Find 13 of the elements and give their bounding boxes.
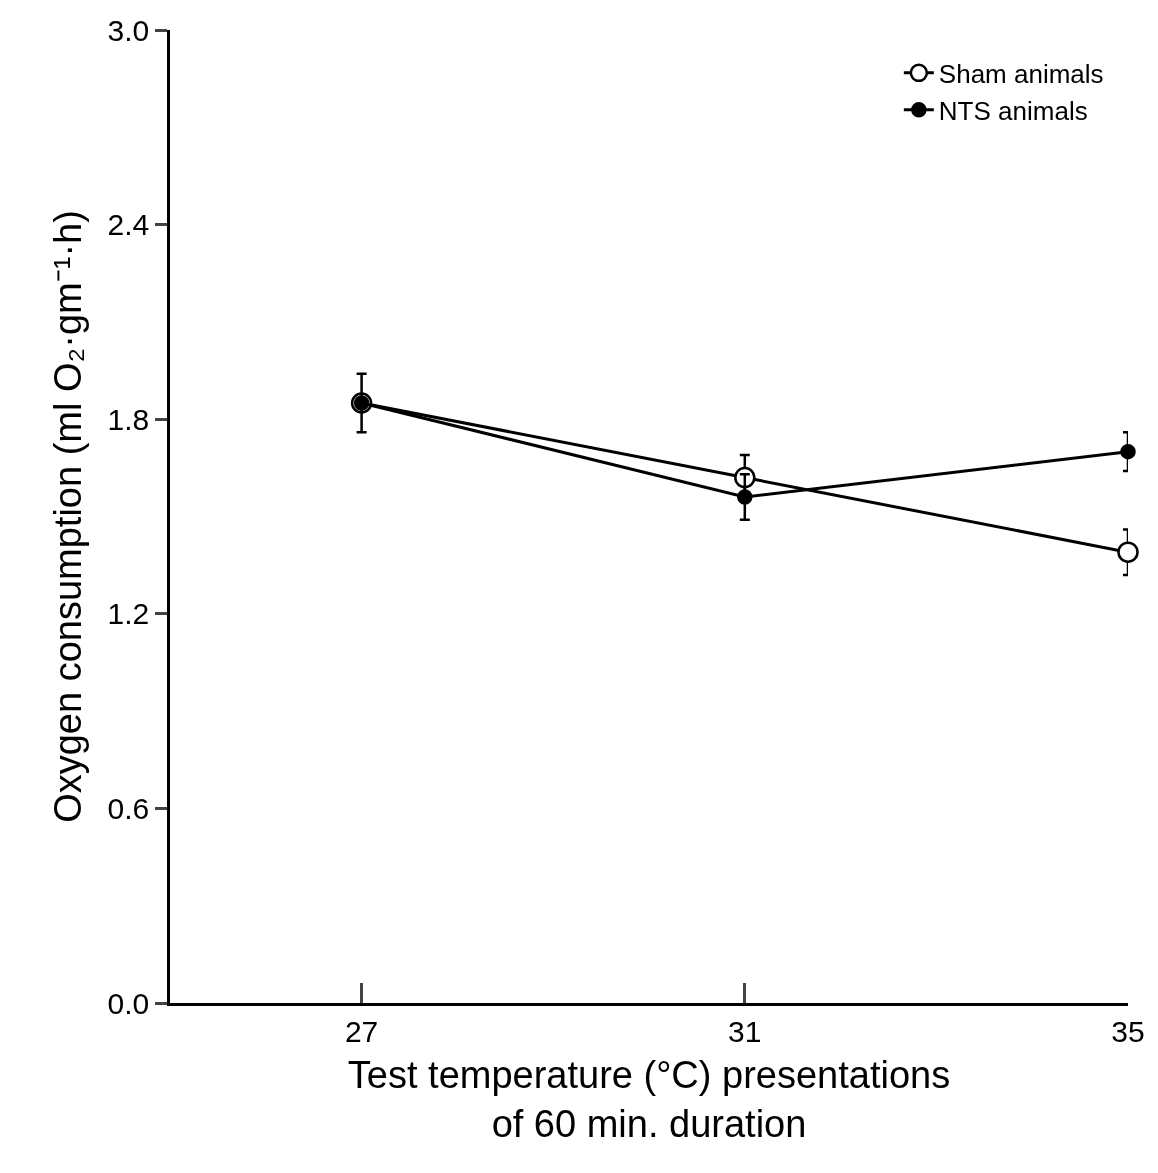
y-tick-label: 1.8 (107, 402, 150, 436)
y-tick-label: 3.0 (107, 13, 150, 47)
legend-label: Sham animals (938, 59, 1104, 89)
y-tick-label: 2.4 (107, 208, 150, 242)
legend-label: NTS animals (938, 95, 1088, 126)
y-tick-label: 0.0 (107, 986, 150, 1020)
x-tick-label: 27 (344, 1014, 379, 1048)
y-tick-label: 0.6 (107, 791, 150, 825)
y-tick-label: 1.2 (107, 597, 150, 631)
y-axis-title: Oxygen consumption (ml O₂·gm⁻¹·h) (46, 210, 89, 823)
x-tick-label: 35 (1111, 1014, 1145, 1048)
x-axis-title: Test temperature (°C) presentations of 60 min. duration (347, 1053, 951, 1146)
x-tick-label: 31 (728, 1014, 762, 1048)
